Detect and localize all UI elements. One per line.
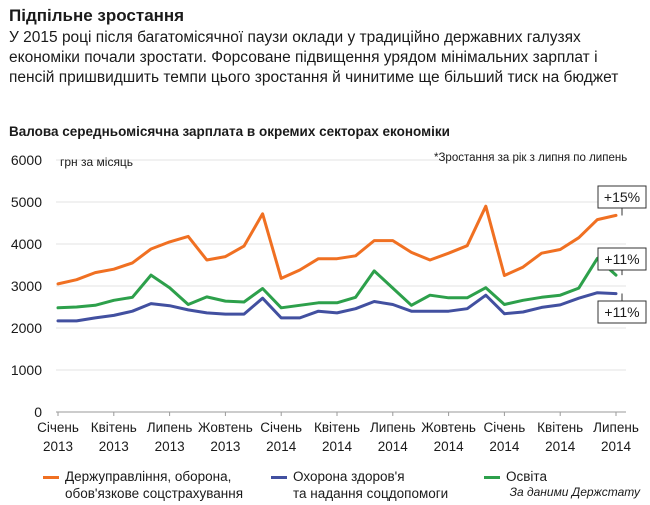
legend-swatch-gov	[43, 476, 59, 479]
x-tick-label-month-12: Січень	[260, 420, 302, 435]
x-tick-label-month-6: Липень	[147, 420, 193, 435]
x-tick-label-year-6: 2013	[155, 439, 185, 454]
callout-box-edu	[597, 247, 647, 271]
y-tick-label-0: 0	[34, 404, 42, 420]
x-tick-label-month-18: Липень	[370, 420, 416, 435]
page-heading: Підпільне зростання	[9, 6, 185, 25]
series-lines	[56, 204, 618, 323]
x-axis-labels: Січень 2013 Квітень 2013 Липень 2013 Жовтень 20…	[37, 420, 639, 454]
grid	[56, 159, 626, 416]
callout-box-gov	[597, 185, 647, 209]
legend-swatch-health	[271, 476, 287, 479]
y-axis-unit-label: грн за місяць	[60, 155, 133, 169]
legend-label-gov-line1: Держуправління, оборона,	[65, 469, 232, 484]
series-line-health	[56, 291, 618, 323]
x-tick-label-year-9: 2013	[210, 439, 240, 454]
callout-label-gov: +15%	[604, 189, 640, 205]
legend-label-health-line2: та надання соцдопомоги	[293, 486, 449, 501]
y-tick-label-1000: 1000	[11, 362, 42, 378]
y-tick-label-3000: 3000	[11, 278, 42, 294]
legend-label-health-line1: Охорона здоров'я	[293, 469, 405, 484]
y-axis-labels: 0 1000 2000 3000 4000 5000 6000	[11, 152, 42, 420]
x-tick-label-month-24: Січень	[484, 420, 526, 435]
chart-title: Валова середньомісячна зарплата в окреми…	[9, 124, 450, 139]
legend-label-gov-line2: обов'язкове соцстрахування	[65, 486, 244, 501]
x-tick-label-year-0: 2013	[43, 439, 73, 454]
y-tick-label-4000: 4000	[11, 236, 42, 252]
callout-label-edu: +11%	[604, 251, 639, 267]
legend-label-edu: Освіта	[506, 468, 547, 485]
legend-swatch-edu	[484, 476, 500, 479]
growth-annotation-note: *Зростання за рік з липня по липень	[434, 152, 627, 164]
legend-label-gov: Держуправління, оборона, обов'язкове соц…	[65, 468, 243, 502]
callout-box-health	[597, 300, 647, 324]
x-tick-label-year-21: 2014	[434, 439, 465, 454]
x-tick-label-year-27: 2014	[545, 439, 576, 454]
x-tick-label-month-21: Жовтень	[421, 420, 476, 435]
x-tick-label-month-30: Липень	[593, 420, 639, 435]
x-tick-label-month-15: Квітень	[314, 420, 360, 435]
x-tick-label-month-3: Квітень	[91, 420, 137, 435]
y-tick-label-5000: 5000	[11, 194, 42, 210]
x-tick-label-year-24: 2014	[489, 439, 520, 454]
x-tick-label-year-30: 2014	[601, 439, 632, 454]
x-tick-label-month-9: Жовтень	[198, 420, 253, 435]
x-tick-label-year-15: 2014	[322, 439, 353, 454]
x-tick-label-year-12: 2014	[266, 439, 297, 454]
x-tick-label-month-27: Квітень	[537, 420, 583, 435]
legend-label-health: Охорона здоров'я та надання соцдопомоги	[293, 468, 448, 502]
growth-callouts: +15% +11% +11%	[597, 185, 647, 324]
series-line-edu	[56, 256, 618, 310]
x-tick-label-month-0: Січень	[37, 420, 79, 435]
x-tick-label-year-18: 2014	[378, 439, 409, 454]
source-note: За даними Держстату	[509, 485, 640, 499]
legend-label-edu-line1: Освіта	[506, 469, 547, 484]
y-tick-label-2000: 2000	[11, 320, 42, 336]
series-line-gov	[56, 204, 618, 286]
callout-label-health: +11%	[604, 304, 639, 320]
lead-paragraph: У 2015 році після багатомісячної паузи о…	[9, 29, 619, 86]
x-tick-label-year-3: 2013	[99, 439, 129, 454]
y-tick-label-6000: 6000	[11, 152, 42, 168]
